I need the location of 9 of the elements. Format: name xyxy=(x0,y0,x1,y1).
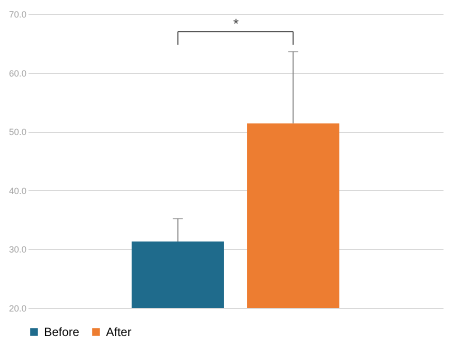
y-tick-label: 30.0 xyxy=(8,244,26,255)
y-tick-label: 70.0 xyxy=(8,10,26,20)
legend-label: Before xyxy=(44,325,80,339)
y-tick-label: 50.0 xyxy=(8,127,26,138)
legend-label: After xyxy=(106,325,132,339)
y-tick-label: 20.0 xyxy=(8,304,26,314)
annotation: * xyxy=(233,16,240,32)
y-tick-label: 60.0 xyxy=(8,68,26,78)
y-tick-label: 40.0 xyxy=(8,186,26,196)
